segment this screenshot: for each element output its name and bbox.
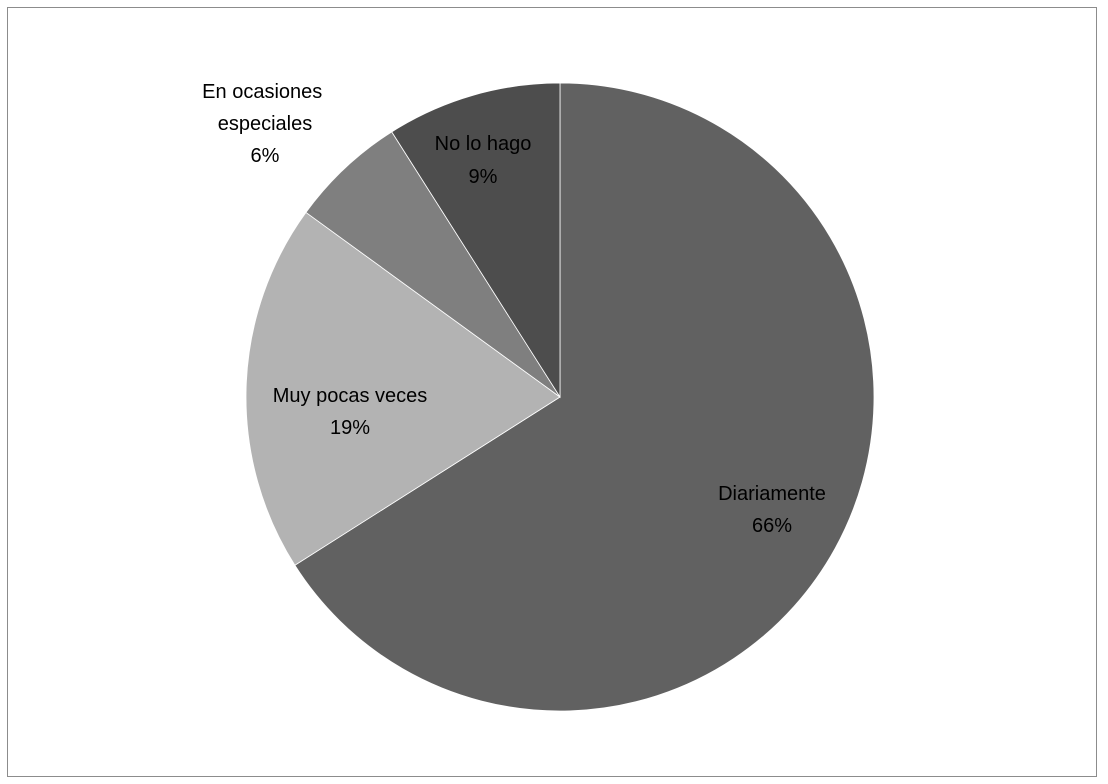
pie-slice-muy-pocas-veces [245,211,561,566]
slice-label-en-ocasiones-especiales: En ocasiones especiales [202,81,328,135]
slice-label-no-lo-hago: No lo hago [435,133,532,155]
pie-slices [245,82,875,712]
pie-slice-no-lo-hago [391,82,561,399]
pie-slice-diariamente [294,82,875,712]
slice-value-en-ocasiones-especiales: 6% [251,145,280,167]
slice-label-muy-pocas-veces: Muy pocas veces [273,385,428,407]
slice-value-diariamente: 66% [752,515,792,537]
slice-label-diariamente: Diariamente [718,483,826,505]
pie-slice-en-ocasiones-especiales [305,131,561,398]
slice-value-muy-pocas-veces: 19% [330,417,370,439]
slice-value-no-lo-hago: 9% [469,166,498,188]
